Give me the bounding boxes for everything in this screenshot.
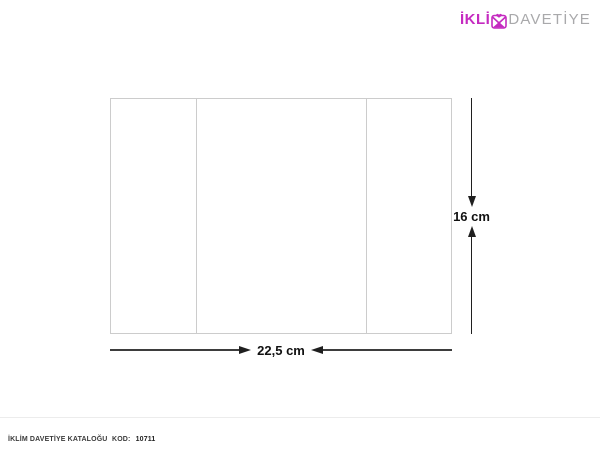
- fold-line-left: [196, 99, 197, 333]
- arrow-right-icon: [239, 346, 252, 354]
- height-dimension: 16 cm: [453, 98, 490, 334]
- footer-code-value: 10711: [135, 436, 156, 443]
- brand-logo: İKLİ DAVETİYE: [460, 11, 591, 29]
- width-dimension-line-right: [322, 349, 453, 351]
- footer-code-label: KOD:: [112, 436, 131, 443]
- fold-line-right: [366, 99, 367, 333]
- logo-text-primary: İKLİ: [459, 11, 491, 28]
- height-dimension-line-top: [470, 98, 473, 196]
- arrow-down-icon: [467, 195, 476, 207]
- height-dimension-label: 16 cm: [453, 208, 490, 224]
- envelope-heart-icon: [491, 11, 508, 29]
- footer-catalog-label: İKLİM DAVETİYE KATALOĞU: [8, 436, 108, 443]
- width-dimension-label: 22,5 cm: [257, 342, 305, 358]
- width-dimension: 22,5 cm: [110, 342, 453, 358]
- arrow-up-icon: [467, 225, 476, 237]
- height-dimension-line-bottom: [470, 236, 473, 334]
- footer-code: KOD: 10711: [112, 436, 155, 443]
- logo-text-secondary: DAVETİYE: [508, 11, 591, 28]
- trifold-card-outline: [110, 98, 452, 334]
- width-dimension-line-left: [110, 349, 240, 351]
- footer-divider: [0, 417, 600, 418]
- arrow-left-icon: [310, 346, 323, 354]
